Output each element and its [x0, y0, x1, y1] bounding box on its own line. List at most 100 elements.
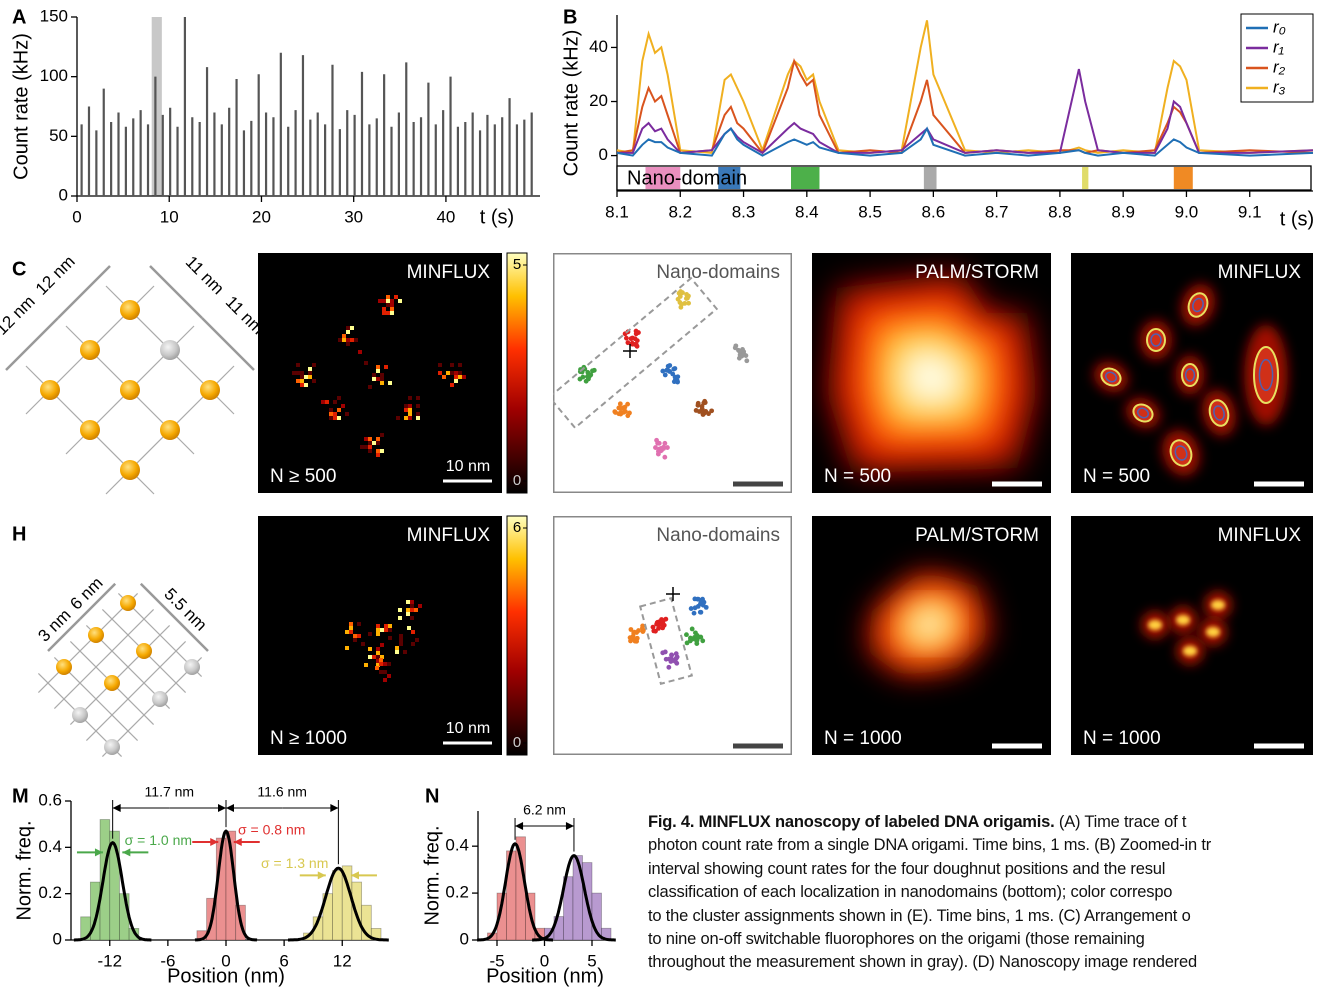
y-tick-label: 0.6 [38, 790, 62, 809]
pixel [353, 634, 357, 638]
pixel [372, 373, 376, 377]
document: html,body{margin:0;width:1322px;height:9… [0, 0, 1322, 990]
nanodomain-segment [1174, 167, 1193, 189]
x-tick-label: 9.0 [1175, 202, 1199, 221]
zoom-highlight [152, 17, 162, 196]
pixel [308, 367, 312, 371]
x-tick-label: 9.1 [1238, 202, 1262, 221]
localization [669, 653, 674, 658]
pixel [312, 379, 316, 383]
panel-title: MINFLUX [407, 525, 491, 546]
pixel [368, 437, 372, 441]
pixel [406, 608, 410, 612]
localization [700, 638, 705, 643]
pixel [329, 416, 333, 420]
pixel [380, 433, 384, 437]
pixel [411, 642, 415, 646]
ellipse-fit [1147, 329, 1165, 351]
pixel [388, 628, 392, 632]
pixel [308, 375, 312, 379]
pixel [380, 628, 384, 632]
dot-core [1183, 646, 1197, 656]
pixel [404, 416, 408, 420]
pixel [368, 385, 372, 389]
pixel [345, 646, 349, 650]
x-tick-label: 8.9 [1111, 202, 1135, 221]
count-label: N = 500 [1083, 466, 1150, 487]
localization [592, 368, 597, 373]
ellipse-fit [1182, 364, 1198, 386]
localization [679, 302, 684, 307]
pixel [304, 375, 308, 379]
x-tick-label: 8.4 [795, 202, 819, 221]
distance-label: 11.6 nm [257, 784, 307, 800]
pixel [386, 295, 390, 299]
pixel [406, 612, 410, 616]
pixel [462, 375, 466, 379]
pixel [296, 371, 300, 375]
x-tick-label: 40 [436, 207, 455, 226]
localization [737, 356, 742, 361]
arrow-head [318, 871, 326, 879]
count-label: N = 1000 [1083, 728, 1161, 749]
localization [692, 611, 697, 616]
image-panel: PALM/STORMN = 500 [812, 253, 1051, 493]
pixel [375, 666, 379, 670]
colorbar-label: 0 [513, 734, 521, 751]
fluorophore [120, 595, 136, 611]
dot-core [1211, 600, 1225, 610]
pixel [376, 651, 380, 655]
pixel [380, 373, 384, 377]
localization [690, 637, 695, 642]
localization [669, 658, 674, 663]
pixel [372, 655, 376, 659]
count-label: N = 1000 [824, 728, 902, 749]
localization [733, 343, 738, 348]
y-tick-label: 50 [49, 126, 68, 145]
pixel [408, 412, 412, 416]
pixel [346, 326, 350, 330]
image-panel: MINFLUXN ≥ 100010 nm [258, 516, 502, 755]
y-axis-label: Count rate (kHz) [10, 33, 32, 180]
fluorophore [104, 739, 120, 755]
pixel [386, 299, 390, 303]
pixel [450, 363, 454, 367]
localization [701, 412, 706, 417]
localization [586, 377, 591, 382]
localization [675, 655, 680, 660]
pixel [411, 630, 415, 634]
localization [689, 606, 694, 611]
panel-title: PALM/STORM [915, 262, 1039, 283]
x-tick-label: 20 [252, 207, 271, 226]
fluorophore [136, 643, 152, 659]
pixel [349, 630, 353, 634]
pixel [329, 412, 333, 416]
pixel [450, 371, 454, 375]
pixel [321, 400, 325, 404]
x-tick-label: 8.8 [1048, 202, 1072, 221]
localization [666, 665, 671, 670]
pixel [354, 338, 358, 342]
sigma-label: σ = 1.3 nm [261, 855, 328, 871]
pixel [415, 638, 419, 642]
localization [624, 336, 629, 341]
dimension-label: 6 nm [66, 573, 106, 613]
dot-core [1176, 615, 1190, 625]
fluorophore [160, 420, 180, 440]
y-tick-label: 150 [40, 6, 68, 25]
pixel [407, 626, 411, 630]
pixel [350, 326, 354, 330]
nanodomain-label: Nano-domain [627, 167, 747, 189]
pixel [296, 363, 300, 367]
pixel [308, 371, 312, 375]
x-axis-label: t (s) [1280, 208, 1314, 230]
localization [674, 661, 679, 666]
arrow-head [122, 848, 130, 856]
pixel [388, 624, 392, 628]
pixel [376, 647, 380, 651]
panel-label: C [12, 258, 26, 280]
pixel [410, 600, 414, 604]
localization [623, 405, 628, 410]
pixel [368, 655, 372, 659]
caption-line: interval showing count rates for the fou… [648, 858, 1322, 881]
